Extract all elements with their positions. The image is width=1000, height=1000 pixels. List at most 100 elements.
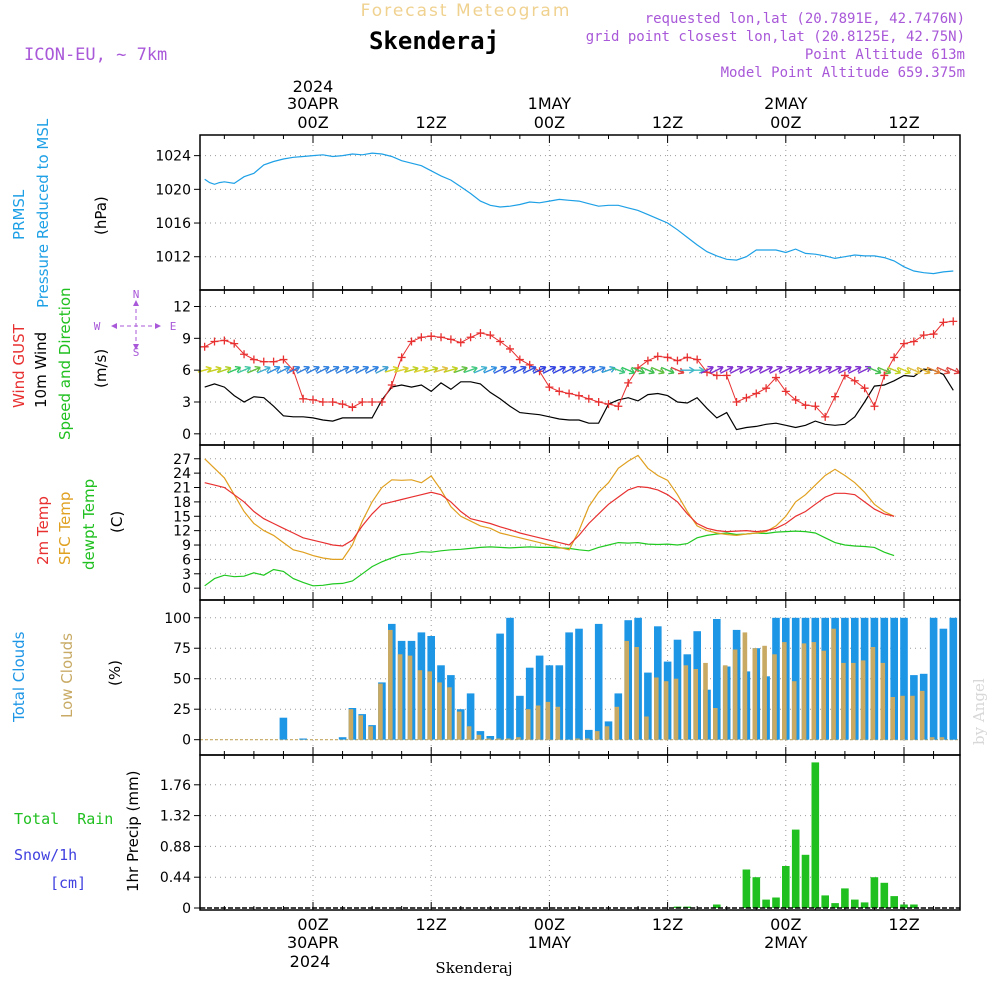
clouds-ytick-label: 25 — [173, 702, 191, 718]
wind-gust-marker — [663, 353, 672, 362]
precip-bar — [811, 762, 820, 908]
total-cloud-bar — [506, 617, 514, 740]
low-cloud-bar — [407, 655, 413, 740]
wind-gust-line — [204, 320, 954, 418]
top-date-label: 1MAY — [528, 94, 572, 113]
low-cloud-bar — [851, 662, 856, 740]
wind-arrow — [365, 365, 379, 374]
low-cloud-bar — [447, 687, 452, 740]
low-cloud-bar — [388, 629, 393, 740]
low-cloud-bar — [791, 681, 797, 740]
precip-bar — [841, 888, 849, 908]
pressure-frame: 1012 1016 1020 1024 — [155, 135, 960, 290]
temp-unit: (C) — [108, 511, 126, 533]
wind-gust-marker — [722, 371, 731, 380]
total-cloud-bar — [713, 619, 721, 740]
low-cloud-bar — [525, 709, 531, 740]
wind-arrow — [523, 365, 537, 374]
temperature-ytick-label: 0 — [182, 581, 191, 597]
low-cloud-bar — [742, 632, 748, 740]
precip-bar — [821, 895, 829, 908]
wind-gust-marker — [949, 317, 958, 326]
wind-gust-marker — [939, 318, 948, 327]
rain-legend: Total Rain — [14, 810, 113, 828]
low-cloud-bar — [880, 662, 886, 740]
wind-gust-marker — [653, 352, 662, 361]
low-cloud-bar — [703, 662, 708, 740]
total-cloud-bar — [535, 655, 544, 740]
total-cloud-bar — [791, 617, 800, 740]
precip-label: 1hr Precip (mm) — [124, 771, 142, 892]
wind-arrow — [217, 366, 232, 374]
wind-arrow — [493, 365, 507, 374]
wind-gust-marker — [880, 371, 889, 380]
precip-bar — [880, 882, 889, 908]
clouds-ytick-label: 75 — [173, 641, 191, 657]
bottom-hour-label: 00Z — [770, 915, 801, 934]
pressure-unit: (hPa) — [92, 196, 110, 235]
bottom-date-label: 30APR — [287, 933, 339, 952]
wind-gust-marker — [909, 337, 918, 346]
total-cloud-bar — [496, 633, 504, 740]
wind-ytick-label: 0 — [182, 427, 191, 443]
total-cloud-bar — [525, 667, 534, 740]
pressure-line — [204, 152, 954, 275]
wind-gust-marker — [614, 402, 623, 411]
gridpoint-location: grid point closest lon,lat (20.8125E, 42… — [586, 29, 965, 45]
wind-direction-arrows — [197, 365, 961, 375]
top-hour-label: 12Z — [416, 113, 447, 132]
low-cloud-bar — [368, 726, 373, 740]
precip-labels: Total Rain Snow/1h [cm] 1hr Precip (mm) — [14, 771, 142, 892]
low-cloud-bar — [456, 711, 462, 740]
pressure-border — [199, 134, 961, 291]
top-hour-label: 00Z — [297, 113, 328, 132]
precip-ytick-label: 1.76 — [160, 778, 191, 794]
low-cloud-bar — [722, 665, 728, 740]
temperature-ytick-label: 6 — [182, 552, 191, 568]
low-cloud-bar — [594, 731, 600, 740]
compass-s: S — [133, 346, 140, 359]
wind-gust-marker — [831, 392, 840, 401]
bottom-date-label: 1MAY — [528, 933, 572, 952]
wind-gust-marker — [850, 376, 859, 385]
pressure-ytick-label: 1020 — [155, 182, 191, 198]
bottom-hour-label: 12Z — [416, 915, 447, 934]
bottom-hour-label: 12Z — [652, 915, 683, 934]
wind-arrow — [335, 365, 350, 374]
total-cloud-bar — [929, 617, 938, 740]
low-cloud-bar — [860, 660, 866, 740]
low-cloud-bar — [890, 697, 895, 740]
bottom-date-label: 2MAY — [764, 933, 808, 952]
low-cloud-bar — [762, 645, 767, 740]
wind-arrow — [690, 366, 705, 374]
wind-arrow — [641, 366, 655, 375]
low-cloud-bar — [693, 669, 698, 740]
wind-arrow — [759, 365, 773, 374]
wind-arrow — [247, 365, 261, 374]
wind-gust-marker — [309, 395, 317, 404]
temp-2m-line — [204, 482, 895, 547]
wind-arrow — [848, 365, 862, 374]
wind-arrow — [483, 365, 498, 374]
wind-arrow — [789, 365, 803, 374]
low-cloud-bar — [397, 654, 403, 740]
temp-sfc-label: SFC Temp — [56, 492, 74, 565]
low-cloud-bar — [831, 628, 836, 740]
low-cloud-bar — [516, 737, 521, 740]
wind-gust-marker — [407, 337, 416, 346]
total-cloud-bar — [555, 665, 564, 740]
wind-unit: (m/s) — [92, 349, 110, 388]
precip-bar — [890, 896, 898, 908]
precip-bar — [752, 877, 761, 908]
low-cloud-bar — [929, 737, 935, 740]
requested-location: requested lon,lat (20.7891E, 42.7476N) — [645, 11, 965, 27]
wind-gust-marker — [279, 355, 288, 364]
wind-gust-marker — [417, 333, 426, 342]
snow-unit: [cm] — [50, 874, 86, 892]
total-cloud-bar — [516, 695, 524, 740]
wind-arrow — [631, 366, 646, 375]
wind-arrow — [798, 365, 813, 374]
clouds-ytick-label: 0 — [182, 733, 191, 749]
low-cloud-bar — [732, 649, 738, 740]
